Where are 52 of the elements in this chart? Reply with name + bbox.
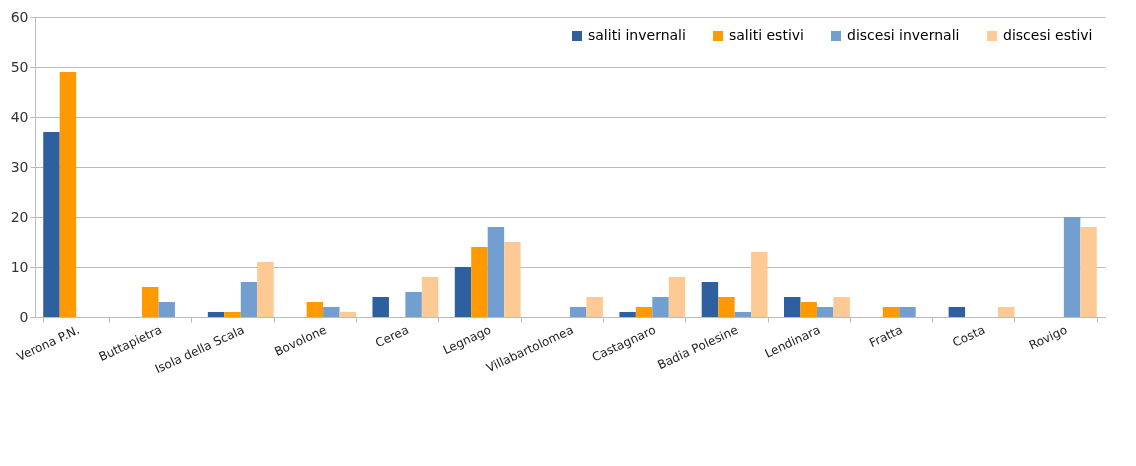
bar <box>421 277 439 317</box>
bar <box>586 297 603 317</box>
y-tick-label: 30 <box>10 158 29 175</box>
y-tick-label: 10 <box>10 258 29 275</box>
bar <box>306 302 324 317</box>
bar <box>833 297 850 317</box>
bar <box>882 307 900 317</box>
bar <box>734 312 752 317</box>
legend-label: discesi estivi <box>1003 27 1093 43</box>
bar <box>158 302 175 317</box>
bar <box>207 312 225 317</box>
bar <box>142 287 159 317</box>
bar <box>487 227 505 317</box>
bar <box>43 132 60 317</box>
bar <box>471 247 488 317</box>
y-tick-label: 0 <box>19 308 29 325</box>
bar <box>504 242 521 317</box>
bar <box>339 312 356 317</box>
legend-label: discesi invernali <box>847 27 960 43</box>
bar <box>948 307 966 317</box>
bar <box>718 297 735 317</box>
bar <box>257 262 274 317</box>
y-tick-label: 40 <box>10 108 29 125</box>
bar <box>59 72 77 317</box>
bar <box>240 282 258 317</box>
legend-label: saliti invernali <box>588 27 686 43</box>
bar <box>652 297 669 317</box>
bar <box>668 277 686 317</box>
bar <box>405 292 422 317</box>
y-tick-label: 20 <box>10 208 29 225</box>
bar <box>372 297 389 317</box>
bar <box>800 302 817 317</box>
y-tick-label: 60 <box>10 8 29 25</box>
bar <box>323 307 340 317</box>
bar <box>784 297 801 317</box>
bar <box>998 307 1015 317</box>
bar <box>1080 227 1097 317</box>
bar <box>619 312 636 317</box>
bar <box>1063 217 1081 317</box>
bar <box>751 252 768 317</box>
x-tick-label: Costa <box>950 322 988 350</box>
bar <box>224 312 241 317</box>
x-tick-label: Cerea <box>373 322 411 351</box>
bar <box>701 282 719 317</box>
x-tick-label: Fratta <box>867 322 905 351</box>
bar <box>899 307 916 317</box>
bar <box>816 307 834 317</box>
bar <box>570 307 587 317</box>
bar <box>454 267 472 317</box>
legend-label: saliti estivi <box>729 27 804 43</box>
y-tick-label: 50 <box>10 58 29 75</box>
bar <box>635 307 653 317</box>
